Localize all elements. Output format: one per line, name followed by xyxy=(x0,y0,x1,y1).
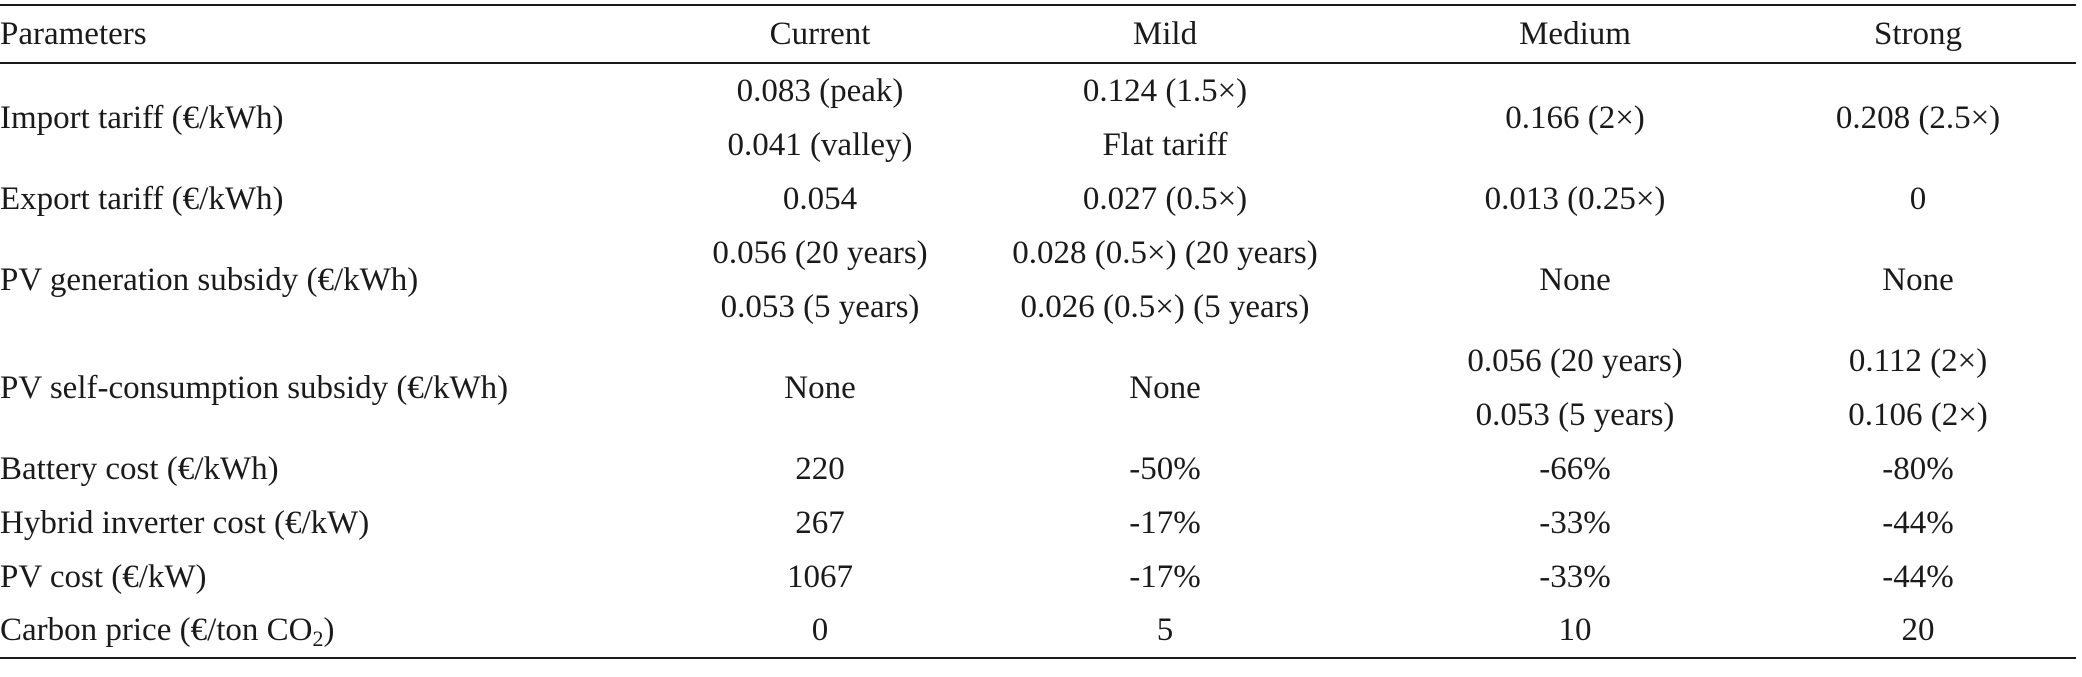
carbon-label-main: Carbon price (€/ton CO xyxy=(0,612,313,648)
row-label-text: Export tariff (€/kWh) xyxy=(0,180,284,217)
header-mild: Mild xyxy=(940,4,1390,64)
cell-pv-cost-current: 1067 xyxy=(787,558,853,595)
row-label-text: Hybrid inverter cost (€/kW) xyxy=(0,504,370,541)
cell-line-20-years: 0.056 (20 years) xyxy=(1467,343,1683,379)
cell-export-tariff-strong: 0 xyxy=(1909,180,1927,217)
table-row-pv-cost: PV cost (€/kW) 1067 -17% -33% -44% xyxy=(0,550,2076,604)
cell-pv-cost-strong: -44% xyxy=(1882,558,1954,595)
cell-carbon-price-current: 0 xyxy=(700,604,940,659)
cell-pv-cost-medium: -33% xyxy=(1539,558,1611,595)
cell-pv-generation-subsidy-strong: None xyxy=(1882,261,1954,298)
cell-import-tariff-current: 0.083 (peak) 0.041 (valley) xyxy=(700,63,940,172)
cell-line-mild-rate: 0.124 (1.5×) xyxy=(1082,73,1248,109)
cell-line-peak: 0.083 (peak) xyxy=(736,73,904,109)
cell-line-valley: 0.041 (valley) xyxy=(727,127,913,163)
cell-import-tariff-strong: 0.208 (2.5×) xyxy=(1760,63,2076,172)
cell-line-5-years: 0.053 (5 years) xyxy=(720,289,920,325)
table-row-battery-cost: Battery cost (€/kWh) 220 -50% -66% -80% xyxy=(0,442,2076,496)
cell-line-5-years: 0.026 (0.5×) (5 years) xyxy=(1020,289,1310,325)
cell-import-tariff-mild: 0.124 (1.5×) Flat tariff xyxy=(940,63,1390,172)
cell-value: 0.166 (2×) xyxy=(1505,99,1645,136)
cell-pv-self-consumption-subsidy-strong: 0.112 (2×) 0.106 (2×) xyxy=(1760,334,2076,442)
cell-line-first: 0.112 (2×) xyxy=(1848,343,1988,379)
table-row-hybrid-inverter-cost: Hybrid inverter cost (€/kW) 267 -17% -33… xyxy=(0,496,2076,550)
table-header: Parameters Current Mild Medium Strong xyxy=(0,4,2076,64)
row-label-pv-cost: PV cost (€/kW) xyxy=(0,550,700,604)
header-current: Current xyxy=(700,4,940,64)
header-medium: Medium xyxy=(1390,4,1760,64)
cell-hybrid-inverter-cost-current: 267 xyxy=(795,504,845,541)
carbon-label-end: ) xyxy=(323,612,335,648)
cell-line-flat-tariff: Flat tariff xyxy=(1102,127,1228,163)
cell-hybrid-inverter-cost-mild: -17% xyxy=(1129,504,1201,541)
parameters-table: Parameters Current Mild Medium Strong Im… xyxy=(0,4,2076,659)
cell-value: 0.208 (2.5×) xyxy=(1835,99,2001,136)
co2-subscript: 2 xyxy=(312,626,324,651)
row-label-pv-self-consumption-subsidy: PV self-consumption subsidy (€/kWh) xyxy=(0,334,700,442)
row-label-text: Battery cost (€/kWh) xyxy=(0,450,279,487)
header-strong: Strong xyxy=(1760,4,2076,64)
cell-battery-cost-mild: -50% xyxy=(1129,450,1201,487)
table-row-pv-generation-subsidy: PV generation subsidy (€/kWh) 0.056 (20 … xyxy=(0,226,2076,334)
cell-pv-self-consumption-subsidy-current: None xyxy=(784,369,856,406)
table-row-import-tariff: Import tariff (€/kWh) 0.083 (peak) 0.041… xyxy=(0,63,2076,172)
table-body: Import tariff (€/kWh) 0.083 (peak) 0.041… xyxy=(0,63,2076,659)
table-row-export-tariff: Export tariff (€/kWh) 0.054 0.027 (0.5×)… xyxy=(0,172,2076,226)
cell-battery-cost-medium: -66% xyxy=(1539,450,1611,487)
cell-line-second: 0.106 (2×) xyxy=(1848,397,1988,433)
cell-pv-generation-subsidy-medium: None xyxy=(1539,261,1611,298)
row-label-battery-cost: Battery cost (€/kWh) xyxy=(0,442,700,496)
cell-export-tariff-current: 0.054 xyxy=(782,180,858,217)
row-label-text: PV cost (€/kW) xyxy=(0,558,207,595)
row-label-text: PV self-consumption subsidy (€/kWh) xyxy=(0,369,509,406)
cell-export-tariff-medium: 0.013 (0.25×) xyxy=(1484,180,1666,217)
cell-line-20-years: 0.056 (20 years) xyxy=(712,235,928,271)
cell-pv-generation-subsidy-mild: 0.028 (0.5×) (20 years) 0.026 (0.5×) (5 … xyxy=(940,226,1390,334)
cell-carbon-price-strong: 20 xyxy=(1760,604,2076,659)
header-row: Parameters Current Mild Medium Strong xyxy=(0,4,2076,64)
cell-pv-cost-mild: -17% xyxy=(1129,558,1201,595)
table-row-pv-self-consumption-subsidy: PV self-consumption subsidy (€/kWh) None… xyxy=(0,334,2076,442)
row-label-export-tariff: Export tariff (€/kWh) xyxy=(0,172,700,226)
row-label-pv-generation-subsidy: PV generation subsidy (€/kWh) xyxy=(0,226,700,334)
header-parameters: Parameters xyxy=(0,4,700,64)
cell-hybrid-inverter-cost-strong: -44% xyxy=(1882,504,1954,541)
cell-pv-self-consumption-subsidy-medium: 0.056 (20 years) 0.053 (5 years) xyxy=(1390,334,1760,442)
cell-line-20-years: 0.028 (0.5×) (20 years) xyxy=(1012,235,1318,271)
cell-line-5-years: 0.053 (5 years) xyxy=(1475,397,1675,433)
row-label-hybrid-inverter-cost: Hybrid inverter cost (€/kW) xyxy=(0,496,700,550)
cell-battery-cost-strong: -80% xyxy=(1882,450,1954,487)
row-label-text: Carbon price (€/ton CO2) xyxy=(0,612,335,651)
row-label-import-tariff: Import tariff (€/kWh) xyxy=(0,63,700,172)
cell-carbon-price-medium: 10 xyxy=(1390,604,1760,659)
row-label-text: PV generation subsidy (€/kWh) xyxy=(0,261,419,298)
cell-pv-generation-subsidy-current: 0.056 (20 years) 0.053 (5 years) xyxy=(700,226,940,334)
row-label-text: Import tariff (€/kWh) xyxy=(0,99,284,136)
cell-carbon-price-mild: 5 xyxy=(940,604,1390,659)
cell-pv-self-consumption-subsidy-mild: None xyxy=(1129,369,1201,406)
cell-export-tariff-mild: 0.027 (0.5×) xyxy=(1082,180,1248,217)
table-row-carbon-price: Carbon price (€/ton CO2) 0 5 10 20 xyxy=(0,604,2076,659)
row-label-carbon-price: Carbon price (€/ton CO2) xyxy=(0,604,700,659)
cell-import-tariff-medium: 0.166 (2×) xyxy=(1390,63,1760,172)
cell-hybrid-inverter-cost-medium: -33% xyxy=(1539,504,1611,541)
cell-battery-cost-current: 220 xyxy=(795,450,845,487)
